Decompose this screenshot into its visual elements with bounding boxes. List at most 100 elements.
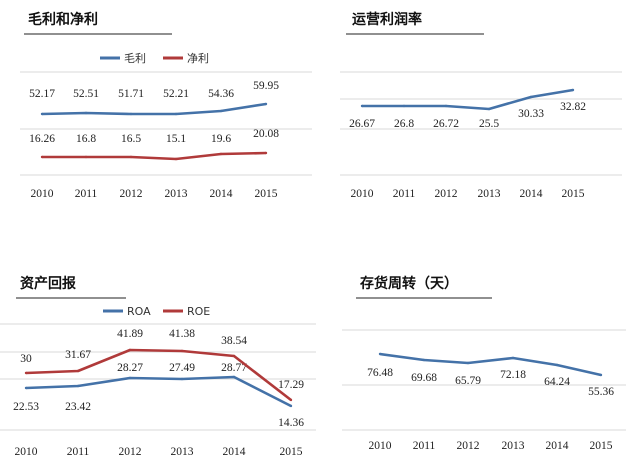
x-tick-label: 2015 [255, 188, 278, 200]
series-line-1 [42, 151, 267, 161]
data-point [174, 112, 178, 116]
data-point [180, 377, 184, 381]
data-label: 76.48 [367, 367, 393, 379]
data-point [232, 354, 236, 358]
data-label: 51.71 [118, 88, 144, 100]
data-label: 64.24 [544, 376, 570, 388]
data-point [84, 111, 88, 115]
data-point [571, 88, 575, 92]
data-label: 52.17 [29, 88, 55, 100]
data-label: 54.36 [208, 88, 234, 100]
x-tick-label: 2011 [393, 188, 416, 200]
x-tick-label: 2010 [31, 188, 54, 200]
series-line-1 [25, 348, 292, 402]
chart-return-on-assets: 资产回报 ROA ROE 22.53 23.42 28.27 27.49 28.77 14.36… [0, 275, 316, 458]
x-tick-label: 2012 [119, 446, 142, 458]
x-tick-label: 2011 [413, 440, 436, 452]
data-point [378, 352, 382, 356]
data-point [76, 369, 80, 373]
data-label: 26.8 [394, 118, 414, 130]
chart-title: 资产回报 [20, 275, 76, 292]
data-label: 17.29 [278, 379, 304, 391]
data-label: 26.67 [349, 118, 375, 130]
data-label: 28.27 [117, 362, 143, 374]
x-tick-label: 2012 [457, 440, 480, 452]
data-label: 14.36 [278, 417, 304, 429]
data-point [174, 157, 178, 161]
x-tick-label: 2014 [546, 440, 569, 452]
data-label: 16.8 [76, 133, 96, 145]
data-point [264, 102, 268, 106]
data-label: 65.79 [455, 375, 481, 387]
data-label: 41.38 [169, 328, 195, 340]
x-tick-label: 2011 [67, 446, 90, 458]
x-tick-label: 2011 [75, 188, 98, 200]
data-label: 38.54 [221, 335, 247, 347]
data-point [129, 112, 133, 116]
legend-label-0: ROA [127, 305, 151, 318]
x-tick-label: 2015 [280, 446, 303, 458]
data-point [444, 104, 448, 108]
series-line-0 [379, 352, 602, 377]
data-label: 55.36 [588, 386, 614, 398]
x-tick-label: 2013 [171, 446, 194, 458]
data-point [289, 398, 293, 402]
data-label: 41.89 [117, 328, 143, 340]
data-label: 25.5 [479, 118, 499, 130]
data-label: 52.21 [163, 88, 189, 100]
series-line-0 [41, 102, 267, 116]
data-point [219, 152, 223, 156]
data-label: 30 [20, 353, 32, 365]
x-tick-label: 2010 [15, 446, 38, 458]
series-line-0 [25, 375, 292, 408]
data-point [529, 95, 533, 99]
data-point [40, 155, 44, 159]
data-point [24, 371, 28, 375]
legend-label-1: 净利 [187, 51, 209, 65]
chart-title: 毛利和净利 [28, 11, 98, 28]
data-point [511, 356, 515, 360]
legend-label-1: ROE [187, 305, 210, 318]
data-point [76, 384, 80, 388]
data-label: 72.18 [500, 369, 526, 381]
x-tick-label: 2013 [502, 440, 525, 452]
chart-operating-margin: 运营利润率 26.67 26.8 26.72 25.5 30.33 32.82 2010 201… [340, 11, 622, 200]
data-label: 16.26 [29, 133, 55, 145]
data-label: 20.08 [253, 128, 279, 140]
data-label: 22.53 [13, 401, 39, 413]
x-tick-label: 2014 [223, 446, 246, 458]
chart-inventory-turnover: 存货周转（天） 76.48 69.68 65.79 72.18 64.24 55.36 201… [342, 275, 626, 452]
data-label: 27.49 [169, 362, 195, 374]
data-point [232, 375, 236, 379]
data-label: 16.5 [121, 133, 141, 145]
x-tick-label: 2010 [351, 188, 374, 200]
data-point [264, 151, 268, 155]
x-tick-label: 2014 [520, 188, 543, 200]
x-tick-label: 2014 [210, 188, 233, 200]
data-label: 23.42 [65, 401, 91, 413]
x-tick-label: 2013 [165, 188, 188, 200]
data-point [24, 386, 28, 390]
data-point [466, 361, 470, 365]
data-point [219, 109, 223, 113]
data-point [128, 376, 132, 380]
data-point [84, 155, 88, 159]
data-label: 28.77 [221, 362, 247, 374]
data-point [180, 349, 184, 353]
data-point [555, 363, 559, 367]
data-label: 32.82 [560, 101, 586, 113]
chart-title: 运营利润率 [352, 11, 422, 28]
data-label: 15.1 [166, 133, 186, 145]
data-point [422, 358, 426, 362]
chart-title: 存货周转（天） [360, 275, 458, 292]
data-label: 26.72 [433, 118, 459, 130]
data-label: 59.95 [253, 80, 279, 92]
data-label: 52.51 [73, 88, 99, 100]
data-point [360, 104, 364, 108]
data-point [599, 373, 603, 377]
data-point [128, 348, 132, 352]
x-tick-label: 2015 [562, 188, 585, 200]
